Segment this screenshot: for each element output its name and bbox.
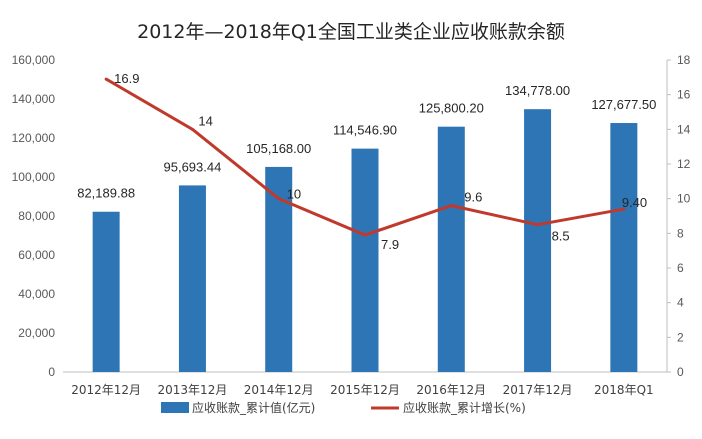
bar-data-label: 105,168.00: [246, 141, 311, 156]
bar: [524, 109, 552, 373]
line-point: [277, 197, 281, 201]
bar: [351, 148, 379, 372]
bar: [610, 123, 638, 373]
y-right-tick-label: 18: [677, 53, 691, 67]
y-left-tick-label: 20,000: [18, 326, 55, 340]
bar: [437, 126, 465, 373]
legend-label-line: 应收账款_累计增长(%): [403, 400, 526, 415]
y-left-tick-label: 0: [48, 365, 55, 379]
y-left-tick-label: 120,000: [12, 131, 56, 145]
line-data-label: 7.9: [381, 237, 399, 252]
y-right-tick-label: 12: [677, 157, 691, 171]
x-tick-label: 2017年12月: [503, 383, 573, 397]
legend-swatch-bar: [161, 402, 189, 413]
bar-data-label: 82,189.88: [77, 186, 135, 201]
y-right-tick-label: 6: [677, 261, 684, 275]
legend-label-bar: 应收账款_累计值(亿元): [192, 400, 315, 415]
line-point: [104, 77, 108, 81]
labels-layer: 82,189.88 95,693.44 105,168.00 114,546.90 12…: [77, 71, 656, 252]
y-left-tick-label: 40,000: [18, 287, 55, 301]
bar-data-label: 127,677.50: [591, 97, 656, 112]
bar-data-label: 134,778.00: [505, 83, 570, 98]
line-point: [622, 207, 626, 211]
line-data-label: 14: [198, 113, 212, 128]
legend: 应收账款_累计值(亿元) 应收账款_累计增长(%): [161, 400, 526, 415]
x-tick-label: 2012年12月: [71, 383, 141, 397]
y-left-tick-label: 80,000: [18, 209, 55, 223]
line-point: [536, 223, 540, 227]
bars-layer: [92, 109, 638, 373]
y-right-tick-label: 16: [677, 88, 691, 102]
y-left-tick-label: 160,000: [12, 53, 56, 67]
bar-data-label: 114,546.90: [333, 123, 397, 138]
axes-layer: 0 20,000 40,000 60,000 80,000 100,000 120,000 1…: [12, 53, 691, 397]
line-layer: [104, 77, 626, 237]
y-left-tick-label: 140,000: [12, 92, 56, 106]
bar-data-label: 95,693.44: [164, 159, 222, 174]
line-point: [449, 204, 453, 208]
x-tick-label: 2018年Q1: [594, 383, 654, 397]
x-tick-label: 2014年12月: [244, 383, 314, 397]
line-data-label: 9.40: [622, 195, 647, 210]
y-right-tick-label: 4: [677, 296, 684, 310]
bar: [178, 185, 206, 372]
y-right-tick-label: 0: [677, 365, 684, 379]
line-data-label: 10: [287, 187, 301, 202]
bar-data-label: 125,800.20: [419, 101, 484, 116]
line-point: [190, 127, 194, 131]
line-point: [363, 233, 367, 237]
line-data-label: 16.9: [114, 71, 139, 86]
y-right-tick-label: 10: [677, 192, 691, 206]
y-right-tick-label: 14: [677, 122, 691, 136]
x-tick-label: 2015年12月: [330, 383, 400, 397]
x-tick-label: 2016年12月: [416, 383, 486, 397]
line-data-label: 8.5: [552, 229, 570, 244]
x-tick-label: 2013年12月: [158, 383, 228, 397]
bar: [92, 211, 120, 372]
y-left-tick-label: 60,000: [18, 248, 55, 262]
y-left-tick-label: 100,000: [12, 170, 56, 184]
y-right-tick-label: 2: [677, 330, 684, 344]
chart-title: 2012年—2018年Q1全国工业类企业应收账款余额: [137, 21, 565, 43]
y-right-tick-label: 8: [677, 226, 684, 240]
line-data-label: 9.6: [464, 190, 482, 205]
